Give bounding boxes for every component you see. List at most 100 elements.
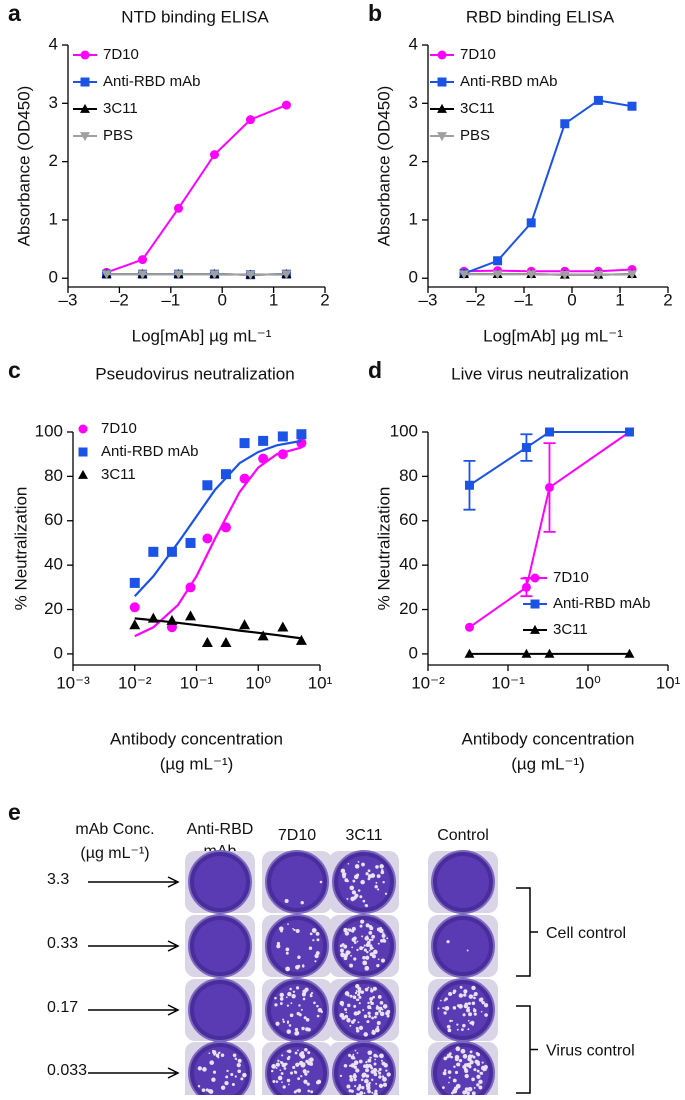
plaque xyxy=(300,1075,303,1078)
plaque xyxy=(279,1069,282,1072)
plaque xyxy=(302,997,306,1001)
plaque xyxy=(316,1080,320,1085)
plaque xyxy=(460,1048,466,1054)
plaque xyxy=(451,1020,454,1022)
plaque xyxy=(448,1076,451,1079)
marker xyxy=(544,648,555,658)
plaque xyxy=(293,1070,296,1073)
legend-marker xyxy=(80,50,90,60)
marker xyxy=(174,203,184,213)
plaque xyxy=(379,1001,384,1005)
plaque xyxy=(371,1078,374,1081)
plaque xyxy=(358,1002,361,1005)
plaque xyxy=(462,1013,466,1017)
marker xyxy=(559,270,570,280)
plaque xyxy=(361,935,364,938)
plaque xyxy=(314,960,317,963)
plaque xyxy=(377,995,382,999)
plaque xyxy=(217,1056,220,1059)
plaque xyxy=(446,1024,451,1029)
legend-label: Anti-RBD mAb xyxy=(460,73,558,90)
plaque xyxy=(482,1069,486,1072)
plaque xyxy=(363,1032,369,1037)
plaque xyxy=(201,1088,206,1092)
plaque xyxy=(360,919,365,924)
plaque xyxy=(373,1053,378,1058)
marker xyxy=(147,612,159,623)
plaque xyxy=(367,1011,371,1015)
plaque xyxy=(368,1014,372,1018)
plaque xyxy=(340,948,344,953)
plaque xyxy=(295,986,300,990)
plaque xyxy=(367,869,371,873)
x-tick-label: 10⁻¹ xyxy=(491,673,525,692)
plaque xyxy=(311,928,317,933)
marker xyxy=(258,453,269,464)
marker xyxy=(544,427,554,437)
plaque xyxy=(452,991,456,995)
plaque xyxy=(344,1014,349,1019)
chart-title: Pseudovirus neutralization xyxy=(95,364,294,383)
plaque xyxy=(369,997,373,1001)
arrow xyxy=(88,1004,180,1016)
legend-label: Anti-RBD mAb xyxy=(101,443,199,460)
plaque xyxy=(462,1023,466,1028)
plaque xyxy=(290,1002,293,1005)
legend-label: 7D10 xyxy=(553,569,589,586)
plaque xyxy=(339,1074,343,1078)
marker xyxy=(209,150,219,160)
plaque xyxy=(286,1004,290,1007)
marker xyxy=(185,582,196,593)
plaque xyxy=(226,1069,229,1073)
plaque xyxy=(237,1058,242,1063)
plaque xyxy=(467,1028,470,1031)
plaque xyxy=(456,1062,461,1067)
plaque xyxy=(468,1065,472,1069)
y-axis-label: Absorbance (OD450) xyxy=(374,86,393,247)
plaque xyxy=(275,1021,280,1026)
plaque xyxy=(310,991,314,995)
plaque xyxy=(347,994,350,997)
y-tick-label: 20 xyxy=(399,599,418,618)
y-tick-label: 2 xyxy=(49,151,58,170)
plaque xyxy=(473,996,476,1000)
marker xyxy=(202,533,213,544)
marker xyxy=(464,480,474,490)
plaque xyxy=(451,1091,454,1095)
plaque xyxy=(288,1024,292,1027)
plaque xyxy=(320,1010,323,1013)
plaque xyxy=(365,1068,370,1073)
plaque xyxy=(450,1055,453,1059)
plaque xyxy=(364,1078,369,1084)
marker xyxy=(526,270,537,280)
x-axis-label: Antibody concentration xyxy=(462,729,635,748)
plaque xyxy=(362,956,366,960)
marker xyxy=(593,95,603,105)
series-line xyxy=(463,99,633,275)
plaque xyxy=(197,1085,201,1088)
plaque xyxy=(372,995,375,999)
plaque xyxy=(353,1004,357,1008)
marker xyxy=(624,427,634,437)
plaque xyxy=(298,1060,304,1066)
plaque xyxy=(371,1016,374,1020)
header-label: mAb Conc. xyxy=(75,821,154,838)
plaque xyxy=(446,940,450,944)
plaque xyxy=(275,1080,279,1083)
plaque xyxy=(279,1061,282,1063)
plaque xyxy=(276,941,281,946)
y-tick-label: 0 xyxy=(409,643,418,662)
column-label: Anti-RBD xyxy=(187,821,254,838)
plaque xyxy=(381,1075,385,1078)
plaque xyxy=(464,1073,469,1079)
plaque xyxy=(377,942,380,945)
plaque xyxy=(295,928,300,933)
plaque xyxy=(376,1020,381,1025)
plaque xyxy=(452,1078,457,1083)
series-line xyxy=(468,431,631,629)
plaque xyxy=(370,1001,374,1005)
plaque xyxy=(349,1074,353,1079)
plaque xyxy=(284,899,289,904)
plaque xyxy=(364,987,369,992)
plaque xyxy=(355,998,359,1001)
